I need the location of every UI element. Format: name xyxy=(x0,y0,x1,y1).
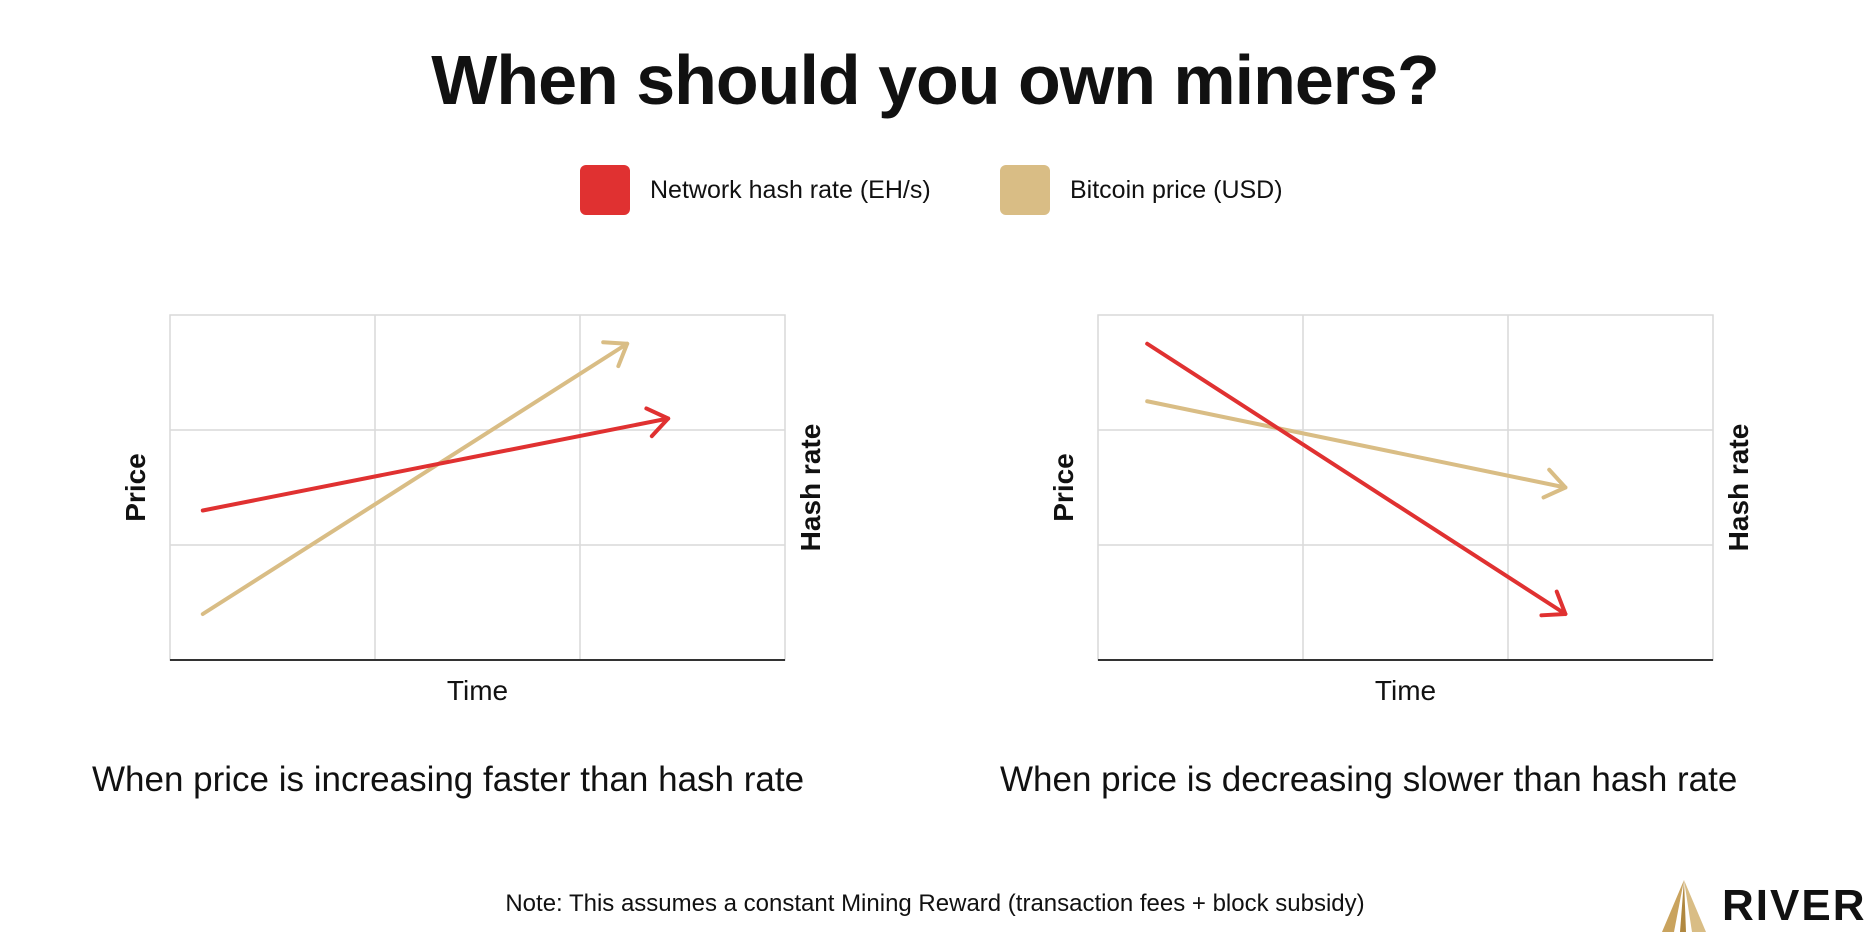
plot-frame xyxy=(1097,314,1714,661)
series-line-hash-rate xyxy=(200,416,671,513)
river-logo: RIVER xyxy=(1660,880,1866,932)
y-axis-label-right: Hash rate xyxy=(795,424,826,552)
x-axis-label: Time xyxy=(447,675,508,706)
arrowhead-price-icon xyxy=(601,340,630,369)
caption-price-decreasing: When price is decreasing slower than has… xyxy=(1000,760,1738,799)
arrowhead-hash-rate-icon xyxy=(644,406,671,439)
logo-text: RIVER xyxy=(1722,881,1867,930)
series-line-hash-rate xyxy=(1145,341,1568,616)
legend-item-price: Bitcoin price (USD) xyxy=(1000,165,1283,215)
x-axis-label: Time xyxy=(1375,675,1436,706)
chart-grid xyxy=(169,314,786,661)
series-line-price xyxy=(200,341,630,616)
legend-swatch-price xyxy=(1000,165,1050,215)
arrowhead-price-icon xyxy=(1541,467,1568,500)
footnote: Note: This assumes a constant Mining Rew… xyxy=(505,890,1365,917)
legend-label-hash-rate: Network hash rate (EH/s) xyxy=(650,175,931,204)
chart-price-decreasing: Time Price Hash rate xyxy=(1048,314,1754,706)
page-title: When should you own miners? xyxy=(431,41,1439,119)
legend: Network hash rate (EH/s) Bitcoin price (… xyxy=(0,165,1870,215)
y-axis-label-right: Hash rate xyxy=(1723,424,1754,552)
chart-grid xyxy=(1097,314,1714,661)
y-axis-label-left: Price xyxy=(1048,453,1079,522)
river-mountain-icon xyxy=(1662,880,1706,932)
legend-item-hash-rate: Network hash rate (EH/s) xyxy=(580,165,931,215)
legend-swatch-hash-rate xyxy=(580,165,630,215)
legend-label-price: Bitcoin price (USD) xyxy=(1070,175,1283,204)
series-line-price xyxy=(1145,399,1568,490)
chart-price-increasing: Time Price Hash rate xyxy=(120,314,826,706)
caption-price-increasing: When price is increasing faster than has… xyxy=(92,760,805,799)
y-axis-label-left: Price xyxy=(120,453,151,522)
arrowhead-hash-rate-icon xyxy=(1539,589,1568,618)
plot-frame xyxy=(169,314,786,661)
